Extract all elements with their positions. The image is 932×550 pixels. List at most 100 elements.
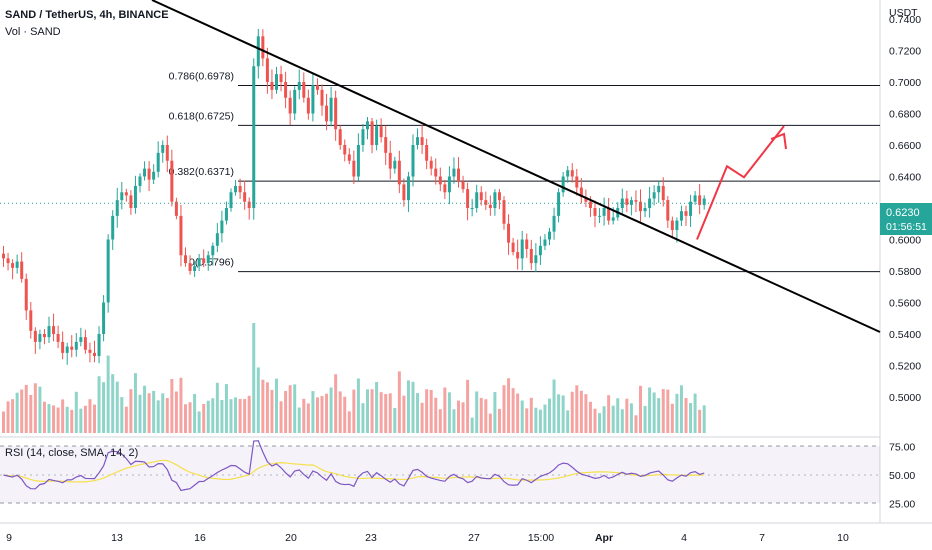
volume-bar (625, 398, 629, 433)
rsi-tick: 50.00 (889, 470, 915, 482)
volume-bar (252, 323, 256, 433)
volume-bar (270, 389, 274, 433)
candle-body (161, 145, 165, 153)
candle-body (138, 176, 142, 186)
volume-bar (538, 409, 542, 433)
volume-bar (443, 387, 447, 433)
volume-bar (202, 404, 206, 433)
candle-body (493, 192, 497, 208)
candle-body (297, 82, 301, 90)
volume-bar (397, 371, 401, 433)
candle-body (229, 192, 233, 208)
volume-bar (434, 397, 438, 433)
candle-body (338, 129, 342, 145)
candle-body (247, 201, 251, 208)
volume-bar (543, 404, 547, 433)
volume-bar (124, 406, 128, 433)
projection-arrow[interactable] (696, 125, 785, 240)
candle-body (147, 168, 151, 180)
fib-label: 0.786(0.6978) (169, 70, 234, 82)
candle-body (679, 211, 683, 221)
candle-body (106, 239, 110, 303)
price-tick: 0.6000 (889, 235, 921, 247)
candle-body (152, 171, 156, 180)
volume-bar (693, 393, 697, 433)
volume-bar (457, 400, 460, 433)
candle-body (557, 192, 561, 216)
candle-body (666, 200, 670, 221)
volume-bar (52, 405, 56, 433)
volume-bar (447, 392, 451, 433)
volume-bar (611, 405, 615, 433)
candle-body (548, 231, 551, 240)
candle-body (366, 121, 369, 130)
volume-bar (56, 407, 60, 433)
candle-body (497, 192, 501, 201)
volume-bar (129, 389, 133, 433)
volume-bar (616, 398, 620, 433)
candle-body (211, 245, 215, 256)
candle-body (224, 208, 228, 221)
volume-bar (566, 410, 570, 433)
price-tick: 0.5600 (889, 298, 921, 310)
candle-body (552, 215, 556, 232)
candle-body (702, 198, 706, 205)
volume-bar (288, 385, 292, 433)
volume-bar (138, 394, 142, 433)
candle-body (452, 168, 456, 177)
volume-bar (675, 393, 679, 433)
volume-bar (115, 381, 119, 433)
volume-bar (311, 391, 315, 433)
volume-bar (143, 385, 147, 433)
volume-bar (466, 379, 470, 433)
candle-body (6, 258, 10, 264)
current-price-countdown: 01:56:51 (886, 221, 927, 233)
candle-body (38, 334, 42, 342)
descending-trendline[interactable] (151, 0, 881, 333)
candle-body (379, 126, 383, 138)
volume-bar (97, 376, 101, 433)
price-tick: 0.6400 (889, 172, 921, 184)
candle-body (347, 154, 351, 161)
volume-bars (2, 323, 706, 433)
candle-body (434, 168, 438, 177)
volume-bar (684, 398, 688, 433)
price-tick: 0.5400 (889, 329, 921, 341)
candle-body (675, 220, 679, 231)
candle-body (170, 160, 174, 202)
candle-body (215, 233, 219, 246)
volume-bar (184, 404, 187, 433)
candle-body (420, 137, 424, 145)
volume-bar (215, 382, 219, 433)
volume-bar (297, 407, 301, 433)
rsi-ticks: 75.00 50.00 25.00 (889, 442, 915, 511)
volume-bar (657, 398, 661, 433)
current-price-value: 0.6230 (886, 207, 920, 219)
price-tick: 0.7200 (889, 46, 921, 58)
volume-bar (607, 395, 611, 433)
volume-bar (561, 395, 565, 433)
candle-body (52, 326, 56, 334)
volume-bar (74, 391, 78, 433)
candle-body (657, 185, 661, 193)
candle-body (20, 261, 24, 279)
volume-bar (325, 393, 329, 433)
candle-body (443, 184, 447, 193)
volume-bar (15, 392, 19, 433)
volume-bar (679, 385, 683, 433)
volume-bar (42, 401, 46, 433)
candle-body (693, 195, 697, 202)
volume-bar (425, 389, 429, 433)
candle-body (534, 255, 538, 264)
volume-bar (329, 387, 333, 433)
volume-bar (356, 378, 360, 433)
volume-bar (497, 408, 501, 433)
price-unit: USDT (889, 7, 918, 19)
candle-body (661, 185, 665, 201)
candle-body (24, 278, 28, 311)
candle-body (234, 185, 238, 193)
candle-body (315, 85, 319, 90)
volume-label: Vol · SAND (5, 26, 61, 38)
candle-body (184, 255, 187, 264)
